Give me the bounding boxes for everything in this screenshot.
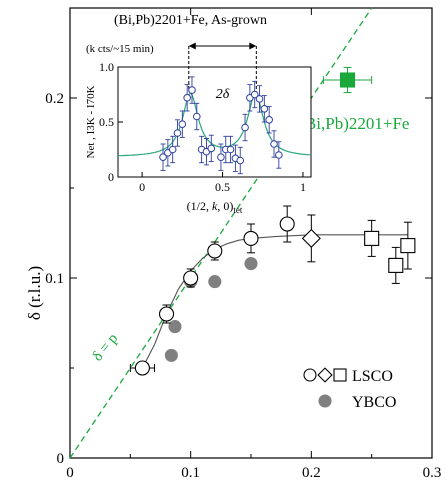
inset-data-point xyxy=(188,86,196,94)
inset-data-point xyxy=(241,123,249,132)
inset-data-point xyxy=(193,112,201,121)
lsco-point xyxy=(134,360,150,376)
fit-curve xyxy=(141,234,408,369)
lsco-point xyxy=(207,243,223,259)
ybco-point xyxy=(208,275,222,289)
inset-data-point xyxy=(236,156,245,165)
x-tick-label: 0.2 xyxy=(302,465,321,481)
lsco-point xyxy=(279,216,295,232)
y-tick-label: 0 xyxy=(57,451,65,467)
legend-lsco-label: LSCO xyxy=(352,368,393,385)
ybco-point xyxy=(244,257,258,271)
lsco-point xyxy=(400,238,416,254)
inset-y-axis-label: Net , I3K - I70K xyxy=(85,85,97,158)
inset-x-axis-k: k xyxy=(212,199,218,213)
y-axis-label: δ (r.l.u.) xyxy=(25,266,44,320)
lsco-point xyxy=(183,270,199,286)
inset-data-point xyxy=(178,120,187,128)
inset-data-point xyxy=(270,140,278,148)
guide-line-label: δ = p xyxy=(90,331,122,365)
inset-plot: (Bi,Pb)2201+Fe, As-grown (k cts/~15 min) 0… xyxy=(85,13,312,215)
inset-x-axis-label: (1/2, k, 0)tet xyxy=(187,199,243,215)
legend-ybco-marker xyxy=(318,394,332,408)
inset-data-point xyxy=(183,94,191,102)
main-plot: 00.10.20.300.10.2hole doping, pδ (r.l.u.… xyxy=(25,7,442,481)
bi2201-annotation: (Bi,Pb)2201+Fe xyxy=(299,114,409,133)
legend-lsco-circle xyxy=(303,368,317,382)
inset-2delta-label: 2δ xyxy=(216,87,230,102)
inset-data-point xyxy=(173,129,182,137)
ybco-point xyxy=(164,348,178,362)
lsco-point xyxy=(364,230,380,246)
inset-x-tick-label: 0 xyxy=(139,180,145,194)
inset-data-point xyxy=(265,116,273,124)
x-tick-label: 0 xyxy=(66,465,74,481)
lsco-point xyxy=(158,306,175,322)
bi2201-point xyxy=(339,72,356,88)
inset-x-tick-label: 0.5 xyxy=(215,180,230,194)
inset-data-point xyxy=(217,153,225,161)
x-tick-label: 0.1 xyxy=(181,465,200,481)
inset-frame xyxy=(117,66,312,178)
inset-y-tick-label: 1.0 xyxy=(99,60,114,74)
inset-x-axis-subscript: tet xyxy=(233,205,242,215)
inset-arrowhead-right xyxy=(249,42,257,50)
inset-data-point xyxy=(159,153,167,161)
legend-lsco-square xyxy=(333,368,347,382)
inset-data-point xyxy=(207,144,216,153)
y-tick-label: 0.2 xyxy=(45,91,64,107)
inset-data-point xyxy=(168,145,177,154)
inset-data-point xyxy=(250,90,259,99)
inset-x-tick-label: 1 xyxy=(300,180,306,194)
inset-x-axis-rest: , 0) xyxy=(217,199,233,213)
inset-title: (Bi,Pb)2201+Fe, As-grown xyxy=(114,13,267,28)
y-tick-label: 0.1 xyxy=(45,271,64,287)
guide-line xyxy=(69,7,373,459)
inset-data-point xyxy=(275,151,283,159)
lsco-point xyxy=(301,228,321,248)
lsco-point xyxy=(243,230,259,246)
lsco-point xyxy=(388,257,404,273)
inset-data-point xyxy=(226,145,235,154)
inset-units: (k cts/~15 min) xyxy=(86,43,154,55)
inset-y-tick-label: 0.5 xyxy=(99,115,114,129)
inset-data-point xyxy=(260,105,269,113)
ybco-point xyxy=(168,320,182,334)
x-tick-label: 0.3 xyxy=(423,465,442,481)
inset-data-point xyxy=(255,95,264,103)
inset-arrowhead-left xyxy=(188,42,196,50)
legend-ybco-label: YBCO xyxy=(352,394,396,411)
legend-lsco-diamond xyxy=(317,367,333,383)
inset-y-tick-label: 0 xyxy=(108,170,114,184)
